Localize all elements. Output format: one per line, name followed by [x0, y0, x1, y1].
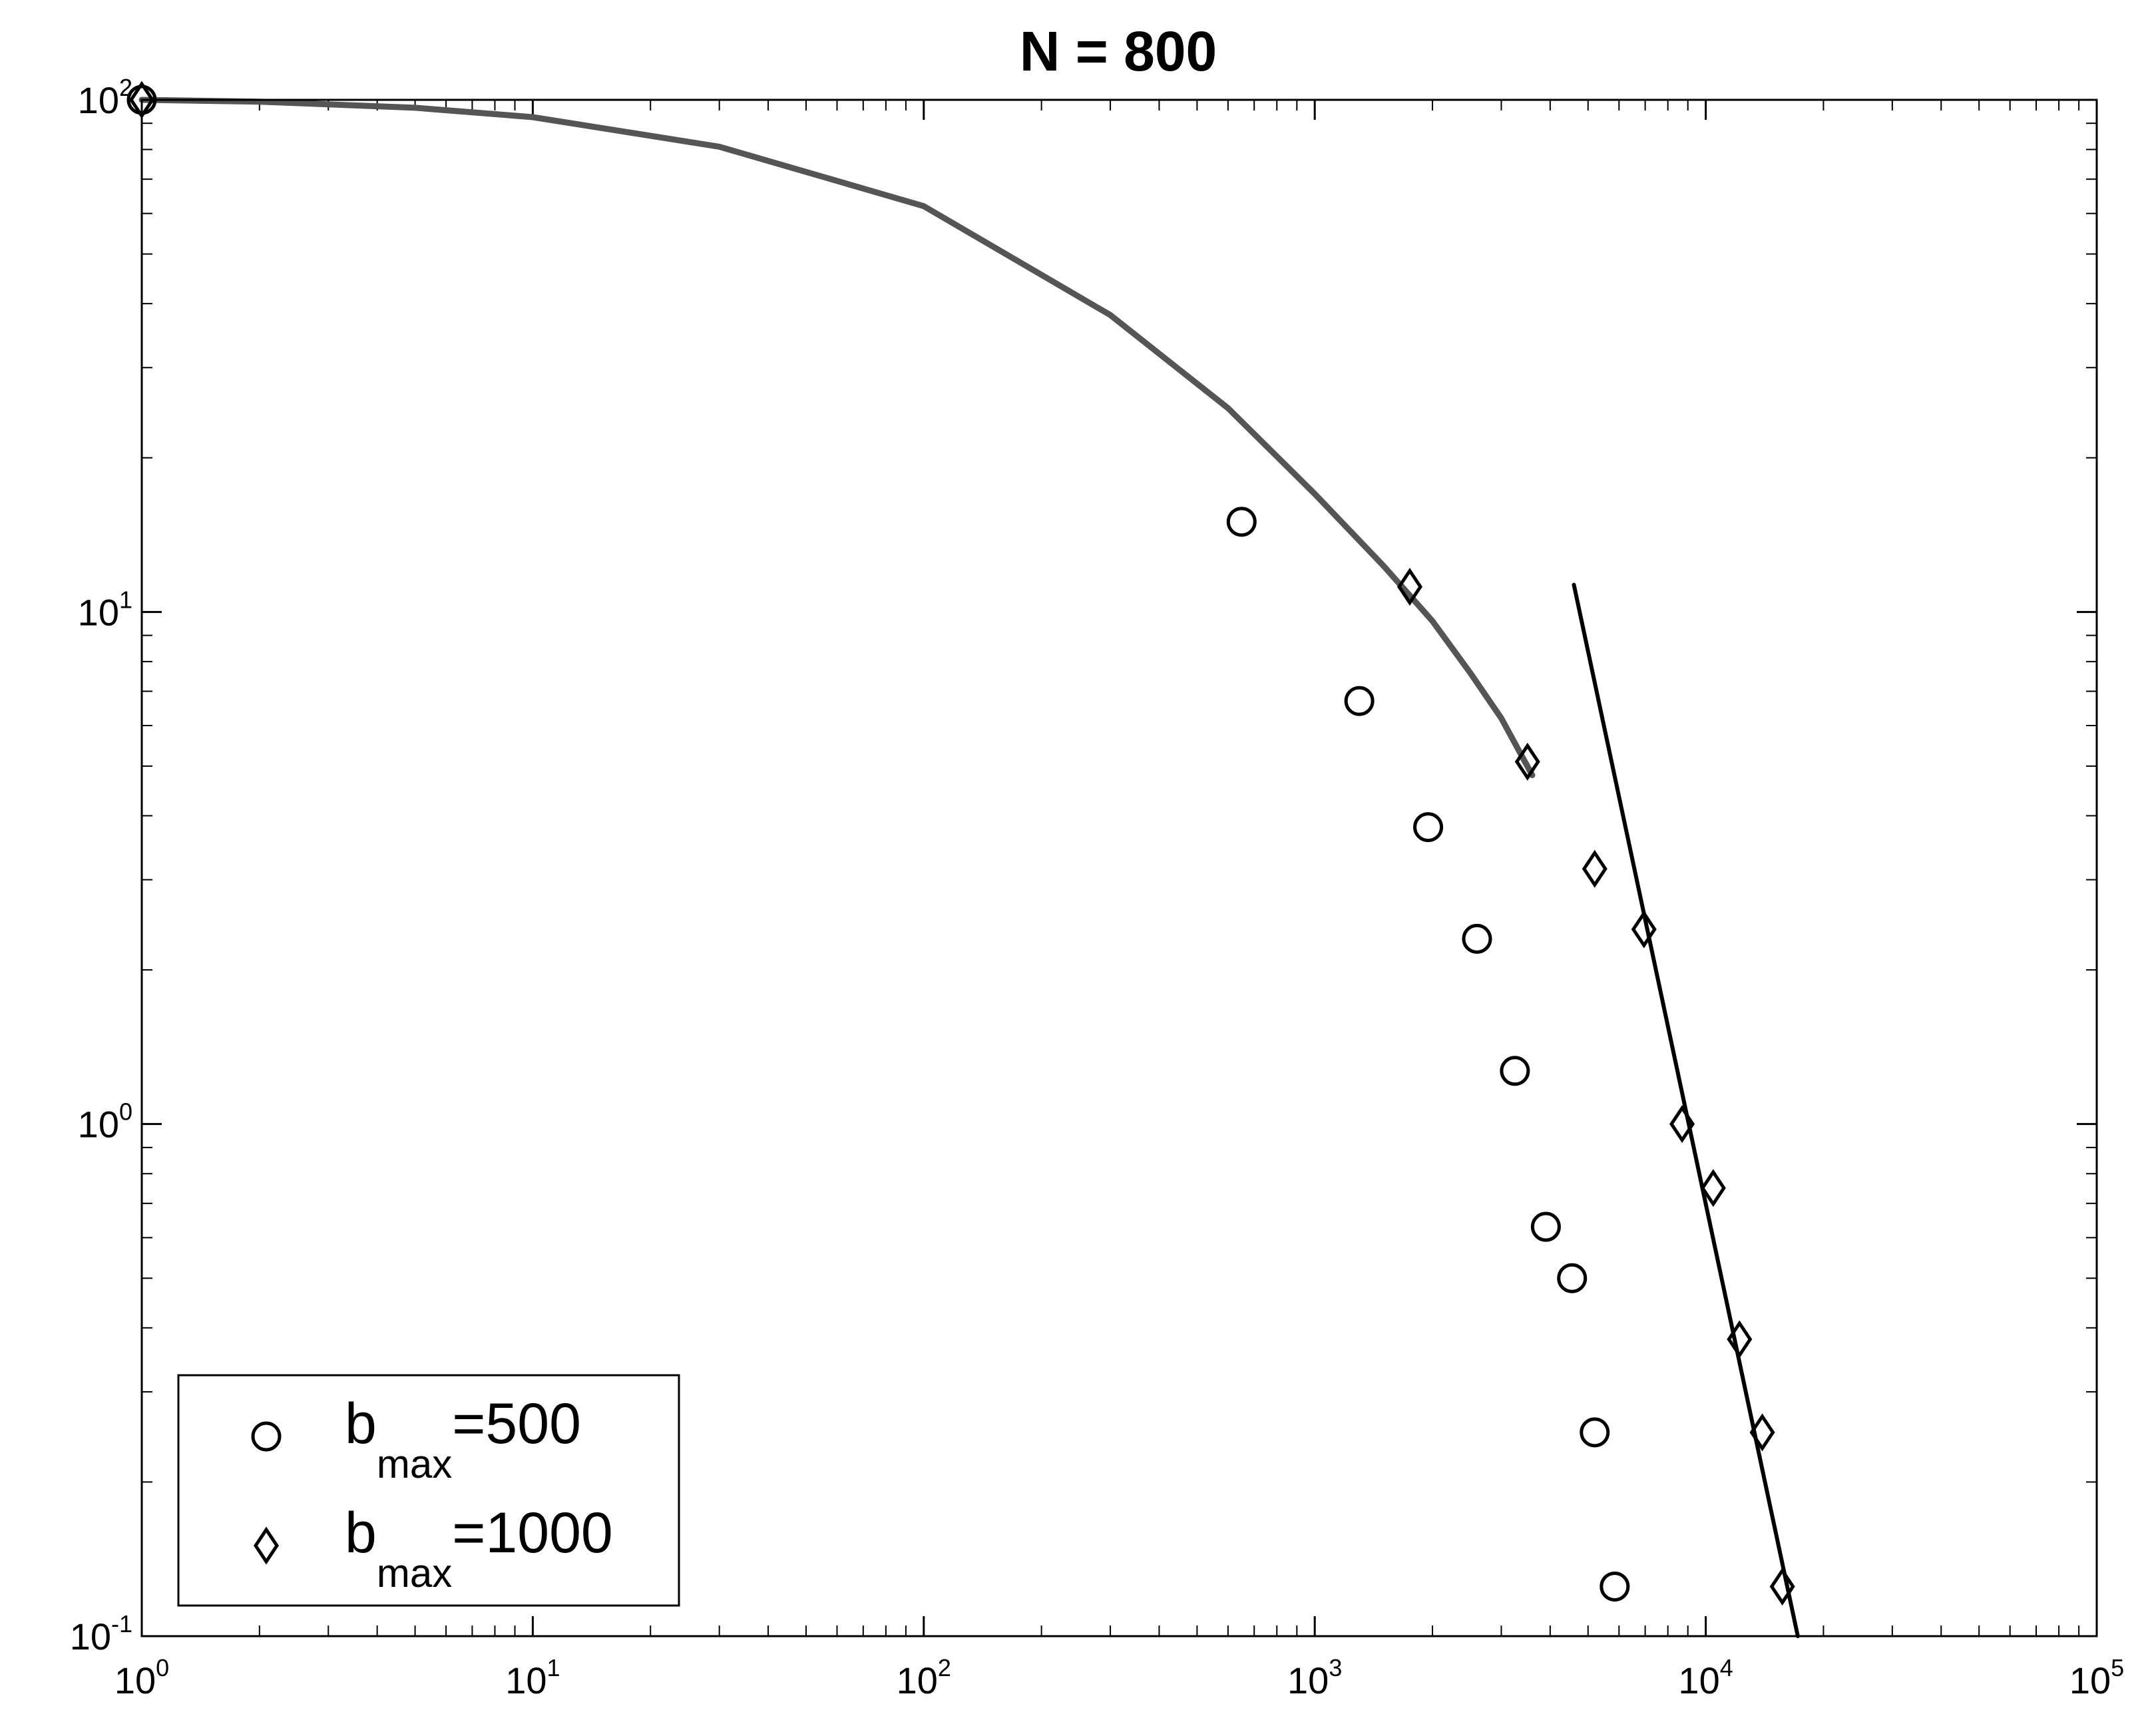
circle-point — [1462, 923, 1492, 954]
circle-point — [1580, 1417, 1610, 1448]
x-tick-label-exp: 0 — [156, 1654, 169, 1681]
y-tick-label: 101 — [78, 586, 132, 633]
circle-point — [1600, 1571, 1630, 1602]
x-tick-label-exp: 4 — [1720, 1654, 1733, 1681]
legend-label-sub: max — [377, 1442, 452, 1486]
chart-title: N = 800 — [1020, 20, 1217, 83]
circle-point — [1557, 1263, 1588, 1293]
x-tick-label-base: 10 — [1287, 1659, 1329, 1701]
minor-ticks — [142, 100, 2097, 1636]
diamond-point — [1669, 1105, 1695, 1144]
legend-label-value: =500 — [452, 1392, 581, 1456]
legend-label: bmax=500 — [345, 1392, 581, 1486]
diamond-point — [1631, 910, 1657, 949]
y-tick-label: 10-1 — [70, 1610, 132, 1657]
x-tick-label: 102 — [897, 1654, 951, 1701]
legend-label-base: b — [345, 1501, 377, 1565]
x-tick-label-exp: 1 — [547, 1654, 560, 1681]
legend-diamond-marker — [253, 1526, 280, 1565]
x-tick-label-base: 10 — [2069, 1659, 2111, 1701]
diamond-point — [1396, 567, 1422, 606]
x-tick-label: 100 — [114, 1654, 169, 1701]
x-tick-labels: 100 101 102 103 104 105 — [114, 1654, 2124, 1701]
legend-label: bmax=1000 — [345, 1501, 613, 1596]
x-tick-label-base: 10 — [897, 1659, 938, 1701]
x-tick-label-exp: 5 — [2111, 1654, 2124, 1681]
x-tick-label: 101 — [505, 1654, 560, 1701]
y-tick-label-base: 10 — [78, 1104, 119, 1146]
circle-point — [1226, 507, 1257, 537]
circle-point — [1500, 1056, 1530, 1086]
y-tick-label-base: 10 — [70, 1616, 111, 1657]
diamond-point — [1514, 742, 1540, 781]
diamond-point — [1727, 1320, 1753, 1359]
legend-label-base: b — [345, 1392, 377, 1456]
legend-circle-marker — [251, 1421, 282, 1452]
x-tick-label-exp: 3 — [1329, 1654, 1342, 1681]
x-tick-label: 103 — [1287, 1654, 1342, 1701]
legend-box — [177, 1374, 680, 1607]
y-tick-label-exp: 0 — [119, 1098, 132, 1126]
legend-label-value: =1000 — [452, 1501, 613, 1565]
diamond-point — [1582, 849, 1608, 888]
x-tick-label-base: 10 — [505, 1659, 546, 1701]
circle-point — [1344, 686, 1375, 716]
x-tick-label-exp: 2 — [938, 1654, 951, 1681]
circle-point — [1413, 812, 1444, 843]
circle-series — [126, 85, 1630, 1602]
legend-entry: bmax=500 — [251, 1392, 581, 1486]
circle-point — [1530, 1211, 1561, 1242]
diamond-point — [1769, 1567, 1795, 1606]
y-tick-label-base: 10 — [78, 79, 119, 121]
x-tick-label: 104 — [1678, 1654, 1733, 1701]
curves — [138, 97, 1800, 1638]
x-tick-label-base: 10 — [114, 1659, 156, 1701]
y-tick-label-base: 10 — [78, 591, 119, 633]
diamond-point — [1749, 1413, 1775, 1452]
gray-fit-curve — [138, 97, 1536, 779]
x-tick-label-base: 10 — [1678, 1659, 1719, 1701]
legend-entry: bmax=1000 — [253, 1501, 613, 1596]
x-tick-label: 105 — [2069, 1654, 2124, 1701]
y-tick-label-exp: -1 — [111, 1610, 132, 1637]
y-tick-label-exp: 1 — [119, 586, 132, 613]
black-fit-line — [1572, 582, 1800, 1638]
diamond-point — [1700, 1169, 1726, 1207]
plot-frame — [140, 99, 2098, 1637]
legend-label-sub: max — [377, 1551, 452, 1596]
y-tick-label: 100 — [78, 1098, 132, 1146]
